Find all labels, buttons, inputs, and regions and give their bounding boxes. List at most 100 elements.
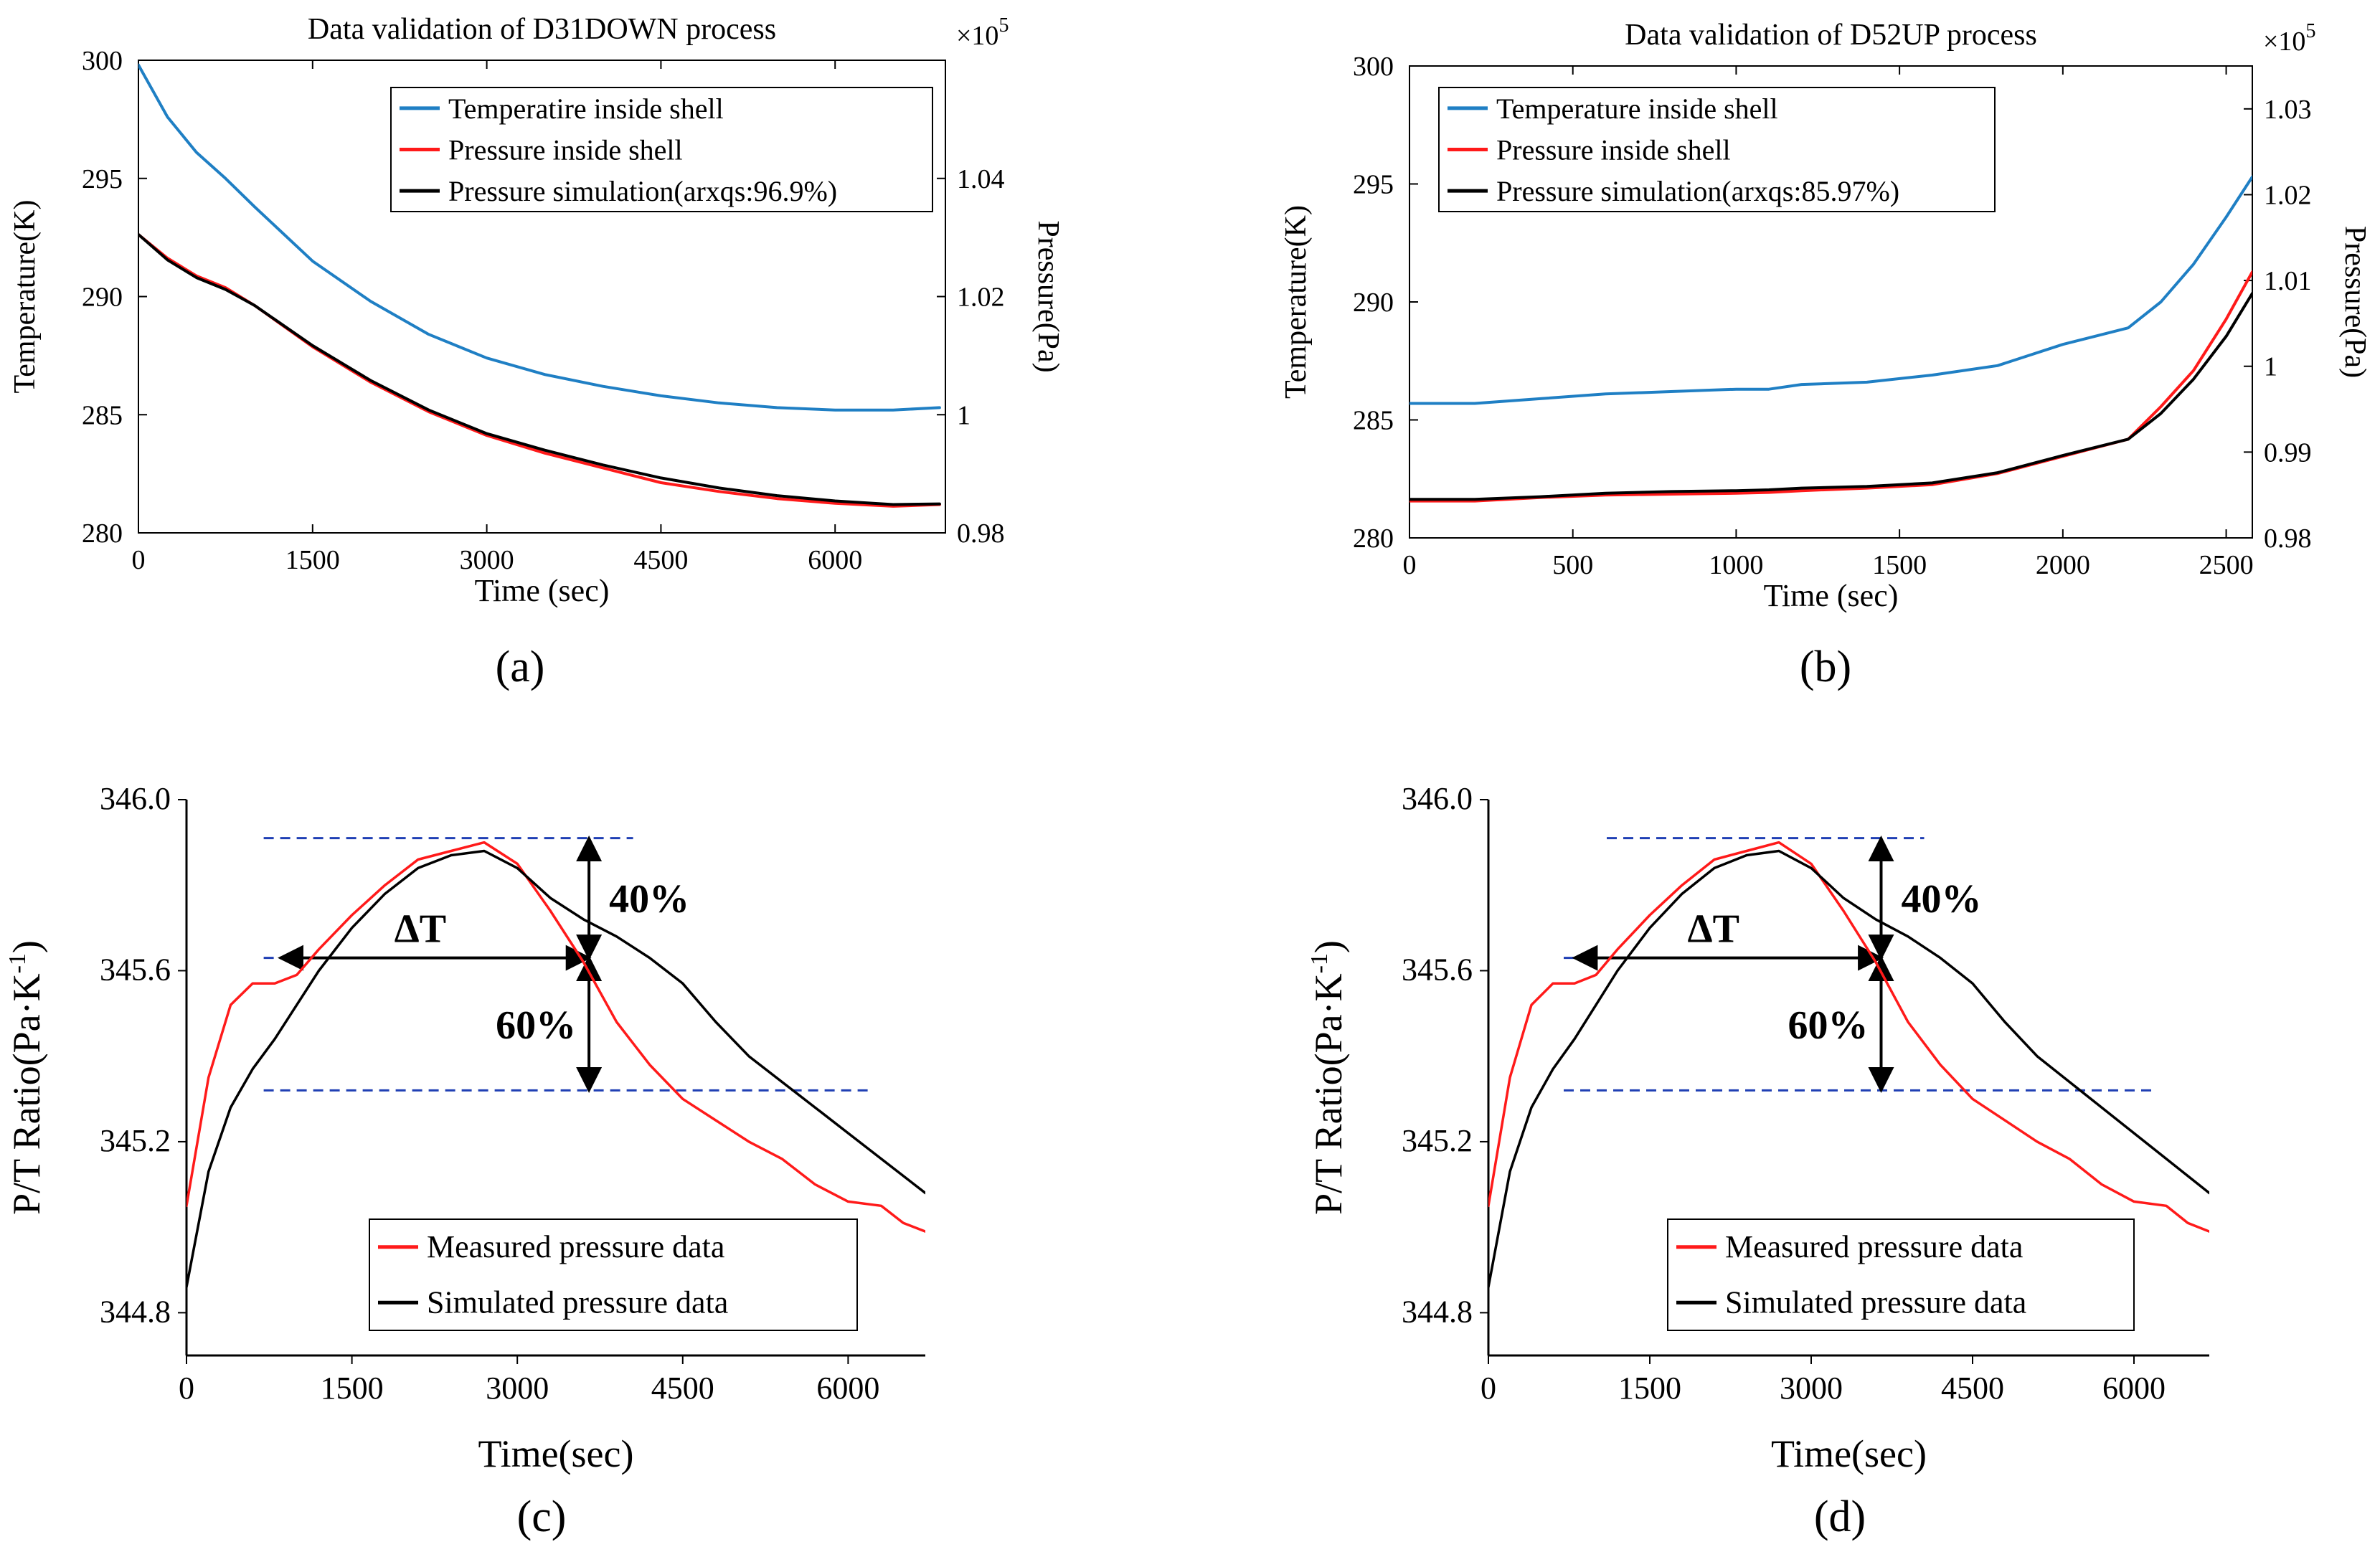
x-tick-label: 2500 xyxy=(2199,550,2254,580)
y2-multiplier-base: ×10 xyxy=(2263,27,2305,57)
delta-t-label: ΔT xyxy=(395,907,446,952)
y-tick-label: 295 xyxy=(82,164,123,194)
y2-multiplier-exponent: 5 xyxy=(998,14,1009,37)
series-line-pressure-inside-shell xyxy=(1409,270,2252,503)
x-axis-label: Time(sec) xyxy=(1771,1432,1927,1475)
x-tick-label: 0 xyxy=(1481,1371,1496,1406)
chart-c: 0 1500 3000 4500 6000 344.8 345.2 345.6 346.0 Tim… xyxy=(4,781,925,1475)
y2-multiplier: ×105 xyxy=(956,14,1009,51)
legend-label: Pressure simulation(arxqs:85.97%) xyxy=(1496,175,1899,207)
y-axis-label-sup: -1 xyxy=(4,953,31,973)
y2-tick-label: 1.02 xyxy=(957,283,1005,313)
delta-t-label: ΔT xyxy=(1688,907,1739,952)
y-axis-label-text: Temperature(K) xyxy=(1280,205,1313,399)
chart-title: Data validation of D52UP process xyxy=(1625,19,2037,52)
y-axis-label: P/T Ratio(Pa·K-1) xyxy=(4,940,48,1215)
x-tick-label: 6000 xyxy=(2102,1371,2166,1406)
series-group xyxy=(138,63,941,508)
series-line-temperatire-inside-shell xyxy=(138,63,941,412)
x-tick-label: 500 xyxy=(1552,550,1593,580)
legend-box xyxy=(1667,1218,2135,1331)
y2-multiplier: ×105 xyxy=(2263,20,2315,57)
y2-tick-label: 1.03 xyxy=(2264,95,2312,125)
x-tick-label: 0 xyxy=(1403,550,1417,580)
series-line-simulated-pressure-data xyxy=(186,849,925,1289)
y-tick-label: 345.6 xyxy=(100,952,171,987)
panel-caption: (c) xyxy=(517,1492,567,1541)
chart-a: 0 1500 3000 4500 6000 280 285 290 295 300 0.98 1 1.0… xyxy=(9,13,1064,608)
x-tick-label: 0 xyxy=(132,545,146,575)
y2-multiplier-exponent: 5 xyxy=(2305,20,2315,42)
panel-caption: (b) xyxy=(1800,643,1851,691)
legend-label: Measured pressure data xyxy=(1725,1229,2023,1264)
y-tick-label: 295 xyxy=(1353,170,1394,200)
legend-label: Pressure inside shell xyxy=(448,134,683,166)
series-line-temperature-inside-shell xyxy=(1409,175,2252,405)
x-tick-label: 1500 xyxy=(321,1371,384,1406)
legend-box xyxy=(1438,87,1996,212)
y2-tick-label: 1.04 xyxy=(957,164,1005,194)
legend-label: Temperature inside shell xyxy=(1496,93,1778,125)
y-tick-label: 280 xyxy=(1353,524,1394,554)
legend-label: Pressure simulation(arxqs:96.9%) xyxy=(448,175,837,207)
y-tick-label: 300 xyxy=(1353,52,1394,82)
y-tick-label: 280 xyxy=(82,519,123,549)
x-tick-label: 3000 xyxy=(486,1371,549,1406)
legend-label: Temperatire inside shell xyxy=(448,93,724,125)
panel-caption: (d) xyxy=(1814,1492,1866,1541)
y-tick-label: 344.8 xyxy=(100,1294,171,1329)
x-axis-label: Time (sec) xyxy=(475,573,610,608)
series-line-measured-pressure-data xyxy=(1488,841,2209,1233)
x-axis-label: Time(sec) xyxy=(478,1432,634,1475)
legend-box xyxy=(390,87,933,212)
chart-title: Data validation of D31DOWN process xyxy=(308,13,776,46)
y-tick-label: 346.0 xyxy=(100,781,171,816)
x-tick-label: 6000 xyxy=(816,1371,879,1406)
upper-percent-label: 40% xyxy=(609,877,689,922)
lower-percent-label: 60% xyxy=(1788,1003,1869,1048)
y2-axis-label: Pressure(Pa) xyxy=(1031,220,1064,372)
legend: Temperatire inside shell Pressure inside … xyxy=(390,87,933,212)
lower-percent-label: 60% xyxy=(496,1003,576,1048)
x-tick-label: 1500 xyxy=(285,545,340,575)
upper-percent-label: 40% xyxy=(1902,877,1982,922)
x-tick-label: 6000 xyxy=(808,545,862,575)
legend: Measured pressure data Simulated pressure… xyxy=(369,1218,858,1331)
y-axis-label-text: P/T Ratio(Pa·K xyxy=(1307,973,1350,1215)
y-axis-label-text: P/T Ratio(Pa·K xyxy=(5,973,48,1215)
series-line-pressure-inside-shell xyxy=(138,233,941,508)
y-tick-label: 345.2 xyxy=(1402,1123,1473,1158)
series-group xyxy=(1488,841,2209,1289)
y-tick-label: 345.6 xyxy=(1402,952,1473,987)
legend: Temperature inside shell Pressure inside … xyxy=(1438,87,1996,212)
x-tick-label: 1000 xyxy=(1709,550,1763,580)
legend-label: Measured pressure data xyxy=(427,1229,724,1264)
chart-d: 0 1500 3000 4500 6000 344.8 345.2 345.6 346.0 Tim… xyxy=(1306,781,2209,1475)
y-tick-label: 290 xyxy=(1353,288,1394,318)
legend-label: Simulated pressure data xyxy=(427,1284,728,1320)
x-tick-label: 1500 xyxy=(1618,1371,1681,1406)
y-axis-label: Temperature(K) xyxy=(9,200,42,394)
legend: Measured pressure data Simulated pressure… xyxy=(1667,1218,2135,1331)
y-axis-label: Temperature(K) xyxy=(1280,205,1313,399)
legend-box xyxy=(369,1218,858,1331)
legend-label: Simulated pressure data xyxy=(1725,1284,2026,1320)
x-tick-label: 4500 xyxy=(1941,1371,2004,1406)
y-tick-label: 300 xyxy=(82,46,123,76)
x-tick-label: 4500 xyxy=(651,1371,714,1406)
y2-multiplier-base: ×10 xyxy=(956,21,998,51)
y-tick-label: 344.8 xyxy=(1402,1294,1473,1329)
y-axis-label-sup: -1 xyxy=(1306,953,1333,973)
x-tick-label: 3000 xyxy=(460,545,514,575)
x-tick-label: 0 xyxy=(179,1371,194,1406)
series-line-simulated-pressure-data xyxy=(1488,849,2209,1289)
y-axis-label-text: Temperature(K) xyxy=(9,200,42,394)
x-axis-label: Time (sec) xyxy=(1764,578,1899,613)
y2-tick-label: 0.98 xyxy=(2264,524,2312,554)
y2-axis-label: Pressure(Pa) xyxy=(2338,226,2371,378)
x-tick-label: 3000 xyxy=(1780,1371,1843,1406)
chart-b: 0 500 1000 1500 2000 2500 280 285 290 295 300 0.98 0… xyxy=(1280,19,2371,613)
y-tick-label: 345.2 xyxy=(100,1123,171,1158)
y-tick-label: 285 xyxy=(1353,406,1394,436)
